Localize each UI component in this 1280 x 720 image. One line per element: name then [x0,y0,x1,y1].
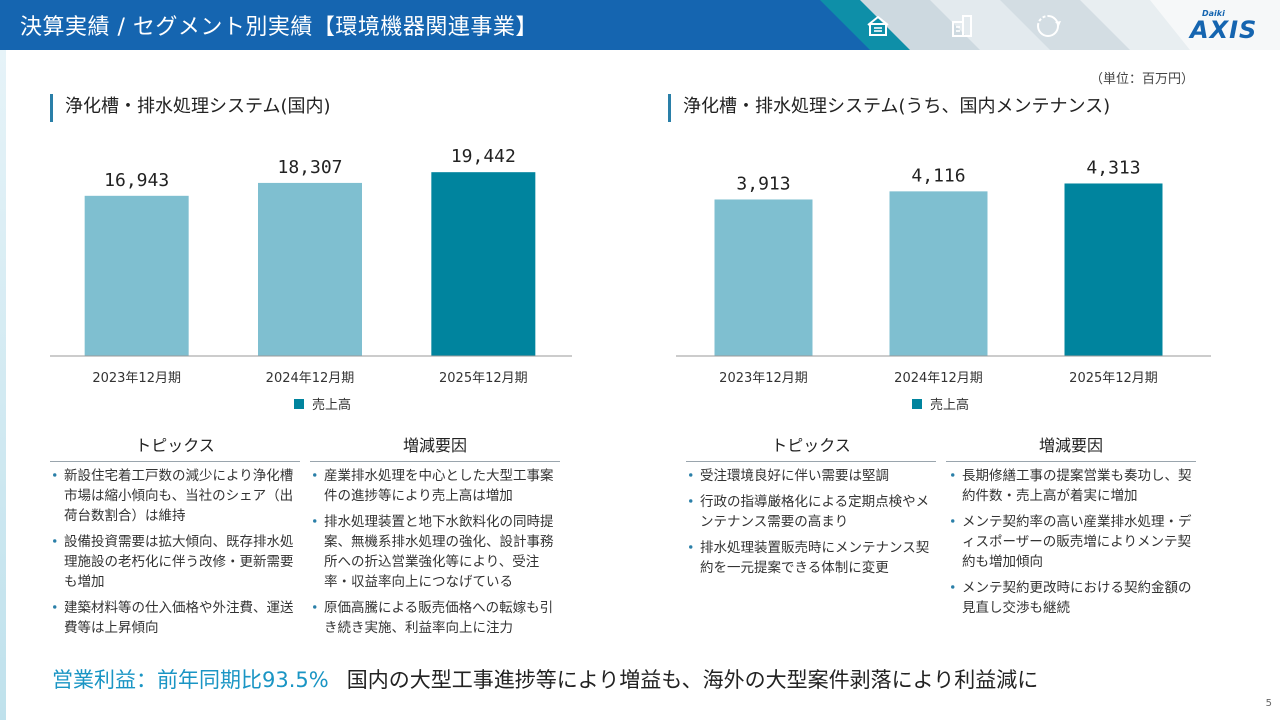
right-bar-chart: 3,913 2023年12月期 4,116 2024年12月期 4,313 2025年12… [676,157,1211,413]
company-logo: Daiki AXIS [1188,6,1272,44]
data-label: 4,116 [911,165,965,186]
list-item: メンテ契約率の高い産業排水処理・ディスポーザーの販売増によりメンテ契約も増加傾向 [946,512,1200,572]
bar [431,172,536,356]
list-item: 受注環境良好に伴い需要は堅調 [684,466,933,486]
x-tick-label: 2023年12月期 [92,371,181,386]
header-decoration [820,0,1280,50]
left-accent-strip [0,50,6,720]
data-label: 16,943 [104,170,169,191]
list-item: 産業排水処理を中心とした大型工事案件の進捗等により売上高は増加 [308,466,562,506]
logo-main-text: AXIS [1190,16,1258,44]
footer-description: 国内の大型工事進捗等により増益も、海外の大型案件剥落により利益減に [346,668,1039,692]
list-item: 行政の指導厳格化による定期点検やメンテナンス需要の高まり [684,492,933,532]
house-icon [867,15,889,36]
left-factors-heading: 増減要因 [310,432,560,462]
list-item: メンテ契約更改時における契約金額の見直し交渉も継続 [946,578,1200,618]
left-topics-heading: トピックス [50,432,300,462]
data-label: 19,442 [451,146,516,167]
list-item: 排水処理装置販売時にメンテナンス契約を一元提案できる体制に変更 [684,538,933,578]
list-item: 新設住宅着工戸数の減少により浄化槽市場は縮小傾向も、当社のシェア（出荷台数割合）… [48,466,302,526]
bar [714,199,813,356]
right-topics-heading: トピックス [686,432,936,462]
x-tick-label: 2025年12月期 [1069,371,1158,386]
building-icon [952,15,972,37]
unit-label: （単位：百万円） [1089,72,1194,87]
left-section-title: 浄化槽・排水処理システム(国内) [50,94,331,122]
logo-small-text: Daiki [1202,9,1225,18]
list-item: 長期修繕工事の提案営業も奏功し、契約件数・売上高が着実に増加 [946,466,1200,506]
right-section-title: 浄化槽・排水処理システム(うち、国内メンテナンス) [668,94,1110,122]
list-item: 排水処理装置と地下水飲料化の同時提案、無機系排水処理の強化、設計事務所への折込営… [308,512,562,592]
list-item: 設備投資需要は拡大傾向、既存排水処理施設の老朽化に伴う改修・更新需要も増加 [48,532,302,592]
x-tick-label: 2023年12月期 [719,371,808,386]
x-tick-label: 2025年12月期 [439,371,528,386]
left-topics-list: 新設住宅着工戸数の減少により浄化槽市場は縮小傾向も、当社のシェア（出荷台数割合）… [48,466,302,644]
operating-profit-highlight: 営業利益：前年同期比93.5% [52,668,329,692]
list-item: 原価高騰による販売価格への転嫁も引き続き実施、利益率向上に注力 [308,598,562,638]
recycle-icon [1037,15,1061,37]
left-factors-list: 産業排水処理を中心とした大型工事案件の進捗等により売上高は増加 排水処理装置と地… [308,466,562,644]
right-topics-list: 受注環境良好に伴い需要は堅調 行政の指導厳格化による定期点検やメンテナンス需要の… [684,466,933,584]
legend-label: 売上高 [930,397,969,413]
x-tick-label: 2024年12月期 [266,371,355,386]
x-tick-label: 2024年12月期 [894,371,983,386]
right-factors-list: 長期修繕工事の提案営業も奏功し、契約件数・売上高が着実に増加 メンテ契約率の高い… [946,466,1200,624]
page-title: 決算実績 / セグメント別実績【環境機器関連事業】 [20,15,538,40]
bar [1064,183,1163,356]
bar [84,195,189,356]
page-number: 5 [1265,698,1272,709]
footer-summary: 営業利益：前年同期比93.5% 国内の大型工事進捗等により増益も、海外の大型案件剥… [52,664,1038,694]
right-factors-heading: 増減要因 [946,432,1196,462]
list-item: 建築材料等の仕入価格や外注費、運送費等は上昇傾向 [48,598,302,638]
data-label: 18,307 [277,157,342,178]
legend-swatch [294,399,304,409]
legend-label: 売上高 [312,397,351,413]
bar [258,182,362,356]
legend-swatch [912,399,922,409]
data-label: 4,313 [1086,157,1140,178]
bar [889,191,988,356]
left-bar-chart: 16,943 2023年12月期 18,307 2024年12月期 19,442 2025… [50,146,572,413]
header-bar: 決算実績 / セグメント別実績【環境機器関連事業】 Daiki AXIS [0,0,1280,50]
data-label: 3,913 [736,173,790,194]
